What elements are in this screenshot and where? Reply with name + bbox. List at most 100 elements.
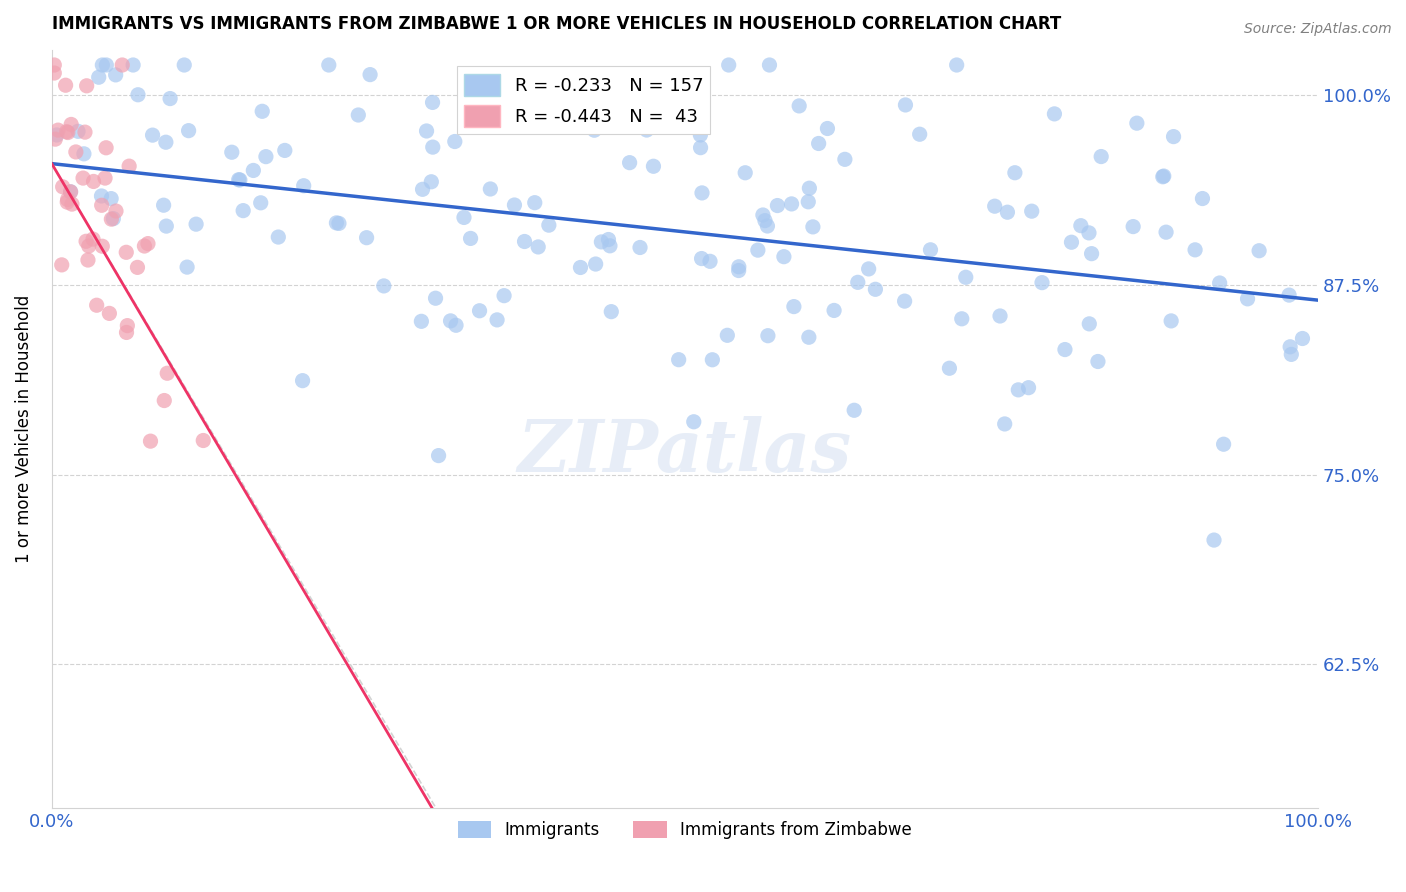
Point — [598, 233, 620, 247]
Point — [834, 153, 856, 167]
Point — [955, 270, 977, 285]
Point — [773, 250, 796, 264]
Point — [1154, 225, 1177, 239]
Point — [1060, 235, 1083, 250]
Point — [1078, 226, 1101, 240]
Point — [1153, 169, 1175, 183]
Point — [177, 123, 200, 137]
Point — [1249, 244, 1271, 258]
Point — [908, 127, 931, 141]
Point — [373, 279, 395, 293]
Point — [122, 58, 145, 72]
Point — [1191, 192, 1213, 206]
Point — [91, 58, 114, 72]
Point — [444, 318, 467, 333]
Point — [87, 70, 110, 85]
Point — [94, 141, 117, 155]
Point — [1279, 340, 1302, 354]
Point — [807, 136, 830, 151]
Point — [1031, 276, 1053, 290]
Point — [787, 99, 810, 113]
Point — [858, 261, 880, 276]
Point — [411, 314, 433, 328]
Point — [439, 314, 461, 328]
Point — [55, 78, 77, 93]
Point — [422, 95, 444, 110]
Point — [77, 253, 100, 268]
Point — [117, 318, 139, 333]
Point — [1279, 347, 1302, 361]
Point — [585, 257, 607, 271]
Point — [702, 352, 724, 367]
Point — [527, 240, 550, 254]
Point — [66, 124, 89, 138]
Point — [52, 179, 75, 194]
Point — [44, 58, 66, 72]
Point — [252, 104, 274, 119]
Point — [1202, 533, 1225, 547]
Point — [242, 163, 264, 178]
Point — [46, 123, 69, 137]
Y-axis label: 1 or more Vehicles in Household: 1 or more Vehicles in Household — [15, 295, 32, 563]
Point — [91, 239, 114, 253]
Point — [668, 352, 690, 367]
Point — [1087, 354, 1109, 368]
Point — [229, 173, 252, 187]
Point — [325, 216, 347, 230]
Point — [945, 58, 967, 72]
Point — [77, 239, 100, 253]
Point — [799, 181, 821, 195]
Point — [1090, 150, 1112, 164]
Point — [537, 218, 560, 232]
Point — [1021, 204, 1043, 219]
Point — [1080, 246, 1102, 260]
Point — [894, 98, 917, 112]
Point — [523, 195, 546, 210]
Point — [45, 128, 67, 142]
Point — [619, 155, 641, 169]
Point — [56, 195, 79, 210]
Point — [75, 235, 97, 249]
Point — [1163, 129, 1185, 144]
Point — [823, 303, 845, 318]
Point — [479, 182, 502, 196]
Point — [758, 58, 780, 72]
Point — [754, 213, 776, 227]
Point — [59, 185, 82, 199]
Point — [59, 185, 82, 199]
Point — [1122, 219, 1144, 234]
Point — [783, 300, 806, 314]
Point — [494, 288, 516, 302]
Point — [983, 199, 1005, 213]
Point — [797, 330, 820, 344]
Point — [425, 291, 447, 305]
Point — [153, 393, 176, 408]
Point — [73, 125, 96, 139]
Point — [155, 219, 177, 233]
Point — [111, 58, 134, 72]
Point — [422, 140, 444, 154]
Point — [689, 128, 711, 142]
Point — [90, 189, 112, 203]
Point — [443, 135, 465, 149]
Point — [682, 415, 704, 429]
Point — [420, 175, 443, 189]
Point — [72, 171, 94, 186]
Point — [193, 434, 215, 448]
Point — [86, 298, 108, 312]
Point — [717, 58, 740, 72]
Point — [988, 309, 1011, 323]
Point — [173, 58, 195, 72]
Point — [485, 115, 508, 129]
Point — [1078, 317, 1101, 331]
Point — [96, 58, 118, 72]
Point — [893, 294, 915, 309]
Point — [56, 126, 79, 140]
Point — [766, 198, 789, 212]
Point — [359, 68, 381, 82]
Point — [51, 258, 73, 272]
Point — [599, 239, 621, 253]
Point — [328, 216, 350, 230]
Point — [846, 276, 869, 290]
Text: Source: ZipAtlas.com: Source: ZipAtlas.com — [1244, 22, 1392, 37]
